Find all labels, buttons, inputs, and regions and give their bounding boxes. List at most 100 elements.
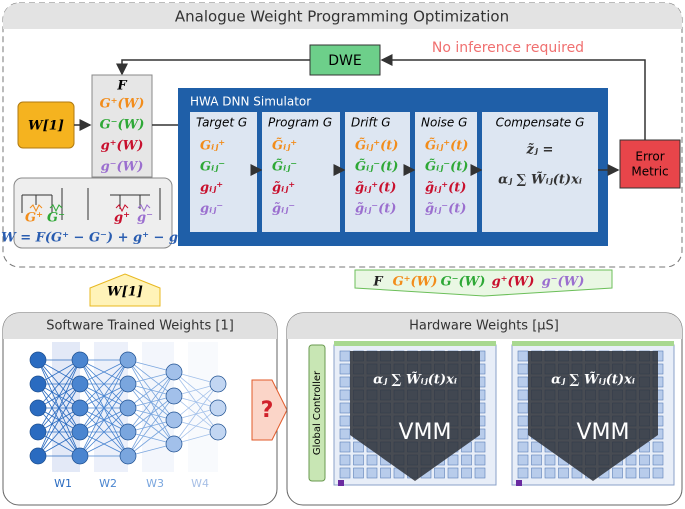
cell xyxy=(652,441,664,453)
stage-term: G̃ᵢⱼ⁻ xyxy=(272,158,297,174)
title-bar xyxy=(3,313,277,339)
banner xyxy=(354,269,613,297)
connection xyxy=(127,371,175,433)
error-label: Metric xyxy=(631,165,668,179)
cell xyxy=(447,467,459,479)
cell xyxy=(652,454,664,466)
cell xyxy=(366,454,378,466)
layer-label: W1 xyxy=(54,477,72,490)
stage-term: G̃ᵢⱼ⁺(t) xyxy=(425,137,468,153)
cell xyxy=(474,454,486,466)
cell xyxy=(517,454,529,466)
compensate-line: αⱼ ∑ W̃ᵢⱼ(t)xᵢ xyxy=(498,171,582,187)
tile-label: VMM xyxy=(398,420,451,445)
neuron xyxy=(119,399,137,417)
mapping-box xyxy=(91,74,153,178)
cell xyxy=(544,467,556,479)
stage-box xyxy=(262,112,340,232)
neuron xyxy=(71,351,89,369)
cell xyxy=(639,454,650,466)
neuron xyxy=(209,399,227,417)
tile-formula: αⱼ ∑ W̃ᵢⱼ(t)xᵢ xyxy=(551,371,635,387)
neuron xyxy=(71,375,89,393)
cell xyxy=(353,467,364,479)
layer-label: W2 xyxy=(99,477,117,490)
connection xyxy=(37,359,81,457)
banner-term: g⁺(W) xyxy=(492,275,535,290)
neuron xyxy=(165,435,183,453)
error-label: Error xyxy=(635,150,664,164)
feedback-arrow xyxy=(380,54,646,140)
neuron xyxy=(71,447,89,465)
cell xyxy=(517,467,529,479)
note: No inference required xyxy=(432,40,584,56)
cell xyxy=(339,454,351,466)
connection xyxy=(127,395,175,457)
mapping-term: g⁻(W) xyxy=(101,160,144,175)
connection xyxy=(79,431,129,457)
layer-label: W3 xyxy=(146,477,164,490)
tile-formula: αⱼ ∑ W̃ᵢⱼ(t)xᵢ xyxy=(373,371,457,387)
mapping-term: g⁺(W) xyxy=(101,139,144,154)
hardware-title: Hardware Weights [μS] xyxy=(409,319,559,334)
cell xyxy=(474,441,486,453)
cell xyxy=(517,350,529,362)
neuron xyxy=(119,351,137,369)
cell xyxy=(353,454,364,466)
stage-term: g̃ᵢⱼ⁻(t) xyxy=(425,202,466,217)
neuron xyxy=(29,423,47,441)
circuit-label: g⁻ xyxy=(137,211,153,226)
error-box xyxy=(619,139,681,189)
question: ? xyxy=(261,398,274,423)
banner-term: G⁺(W) xyxy=(393,275,438,290)
stage-term: g̃ᵢⱼ⁺ xyxy=(272,181,295,196)
stage-term: G̃ᵢⱼ⁺ xyxy=(272,137,297,153)
neuron xyxy=(119,447,137,465)
tile-bus xyxy=(334,341,496,346)
upload-arrow xyxy=(89,273,161,307)
cell xyxy=(434,467,445,479)
stage-title: Noise G xyxy=(421,116,467,130)
simulator-title: HWA DNN Simulator xyxy=(190,95,311,109)
connection xyxy=(79,359,129,457)
cell xyxy=(517,441,529,453)
mapping-term: G⁻(W) xyxy=(100,118,145,133)
connection xyxy=(173,407,219,445)
stage-title: Drift G xyxy=(351,116,391,130)
neuron xyxy=(165,363,183,381)
connection xyxy=(37,383,81,457)
cell xyxy=(517,376,529,388)
stage-term: G̃ᵢⱼ⁻(t) xyxy=(425,158,468,174)
cell xyxy=(339,428,351,440)
cell xyxy=(531,441,542,453)
neuron xyxy=(29,447,47,465)
stage-title: Program G xyxy=(268,116,332,130)
banner-term: G⁻(W) xyxy=(441,275,486,290)
stage-term: Gᵢⱼ⁺ xyxy=(200,139,225,154)
circuit-label: G⁺ xyxy=(25,211,43,226)
cell xyxy=(339,402,351,414)
connection xyxy=(79,407,129,457)
circuit-label: g⁺ xyxy=(114,211,130,226)
cell xyxy=(461,454,472,466)
neuron xyxy=(71,423,89,441)
software-title: Software Trained Weights [1] xyxy=(46,319,234,334)
cell xyxy=(625,467,637,479)
cell xyxy=(339,363,351,375)
cell xyxy=(544,454,556,466)
stage-box xyxy=(190,112,257,232)
cell xyxy=(366,467,378,479)
connection xyxy=(37,359,81,409)
title-bar xyxy=(287,313,682,339)
cell xyxy=(639,467,650,479)
title: Analogue Weight Programming Optimization xyxy=(175,8,509,26)
stage-term: g̃ᵢⱼ⁻(t) xyxy=(355,202,396,217)
cell xyxy=(339,467,351,479)
cell xyxy=(531,467,542,479)
cell xyxy=(339,389,351,401)
cell xyxy=(517,389,529,401)
connection xyxy=(127,371,175,409)
question-box xyxy=(251,379,288,441)
stage-term: gᵢⱼ⁺ xyxy=(200,181,223,196)
connection xyxy=(37,407,81,457)
